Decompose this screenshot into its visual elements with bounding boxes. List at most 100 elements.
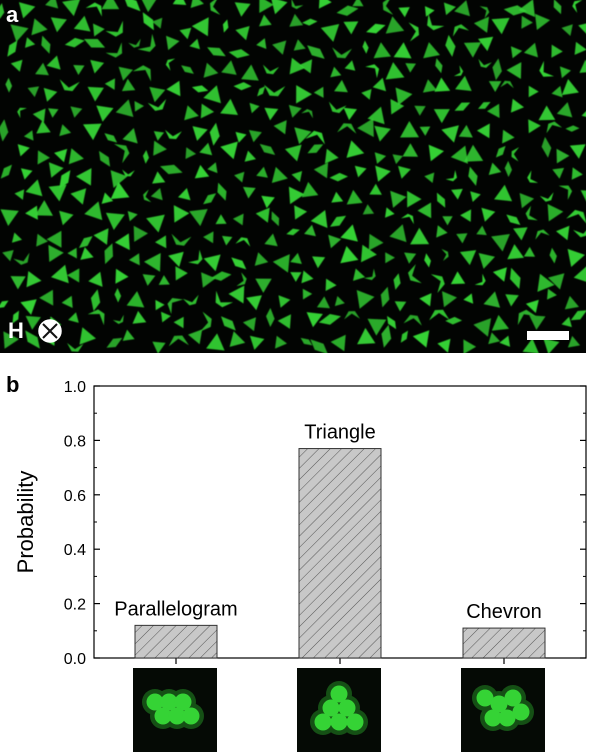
particle-cluster [328, 101, 347, 114]
particle-cluster [105, 212, 125, 230]
particle-cluster [419, 126, 431, 136]
particle-cluster [36, 120, 51, 134]
particle-cluster [463, 42, 482, 58]
particle-cluster [132, 65, 151, 82]
particle-cluster [445, 170, 457, 182]
particle-cluster [573, 229, 586, 238]
particle-cluster [523, 42, 538, 58]
parallelogram-cluster-image [133, 668, 217, 752]
particle-cluster [70, 106, 83, 118]
particle-cluster [513, 227, 528, 241]
particle-cluster [450, 271, 466, 285]
particle-cluster [67, 268, 80, 283]
bead [512, 703, 530, 721]
particle-cluster [307, 144, 324, 154]
particle-cluster [330, 66, 342, 78]
particle-cluster [525, 205, 538, 221]
particle-cluster [389, 224, 407, 243]
particle-cluster [142, 12, 154, 31]
particle-cluster [559, 66, 571, 79]
particle-cluster [456, 233, 468, 244]
particle-cluster [142, 150, 149, 164]
particle-cluster [64, 37, 85, 48]
particle-cluster [494, 184, 513, 202]
particle-cluster [553, 0, 562, 15]
particle-cluster [478, 36, 494, 52]
particle-cluster [547, 288, 557, 300]
particle-cluster [259, 0, 274, 13]
particle-cluster [194, 164, 210, 179]
particle-cluster [372, 77, 387, 92]
particle-cluster [330, 334, 346, 352]
particle-cluster [393, 42, 412, 59]
particle-cluster [302, 18, 318, 26]
particle-cluster [468, 166, 478, 186]
particle-cluster [104, 78, 115, 90]
particle-cluster [324, 148, 339, 164]
particle-cluster [143, 189, 152, 203]
particle-cluster [43, 87, 58, 102]
particle-cluster [352, 0, 364, 7]
particle-cluster [398, 165, 411, 179]
particle-cluster [443, 2, 456, 16]
into-page-cross-circle-icon [38, 319, 62, 343]
particle-cluster [572, 0, 583, 13]
particle-cluster [173, 316, 184, 329]
particle-cluster [80, 247, 94, 260]
particle-cluster [375, 165, 391, 182]
particle-cluster [473, 16, 489, 33]
particle-cluster [398, 7, 410, 18]
particle-cluster [441, 125, 459, 143]
particle-cluster [529, 315, 546, 330]
particle-cluster [492, 58, 502, 81]
particle-cluster [93, 23, 105, 37]
particle-cluster [207, 47, 226, 57]
y-tick-label: 0.0 [64, 651, 86, 668]
particle-cluster [200, 103, 215, 119]
particle-cluster [390, 190, 407, 208]
particle-cluster [454, 102, 471, 111]
particle-cluster [2, 250, 14, 262]
particle-cluster [340, 246, 359, 264]
particle-cluster [487, 103, 500, 118]
bead [490, 695, 508, 713]
particle-cluster [153, 131, 165, 141]
particle-cluster [59, 170, 71, 189]
particle-cluster [549, 247, 557, 264]
particle-cluster [445, 34, 456, 57]
particle-cluster [478, 102, 491, 109]
particle-cluster [184, 105, 199, 121]
particle-cluster [385, 62, 405, 80]
particle-cluster [537, 273, 555, 292]
particle-cluster [10, 276, 26, 290]
particle-cluster [561, 316, 572, 328]
particle-cluster [25, 179, 43, 197]
particle-cluster [334, 79, 348, 93]
particle-cluster [249, 335, 265, 350]
particle-cluster [312, 256, 326, 269]
particle-cluster [83, 123, 102, 141]
particle-cluster [150, 188, 163, 201]
particle-cluster [27, 86, 40, 98]
particle-cluster [455, 75, 472, 91]
particle-cluster [291, 171, 303, 182]
particle-cluster [18, 2, 36, 19]
particle-cluster [115, 268, 129, 284]
particle-cluster [481, 207, 496, 222]
bead [174, 693, 192, 711]
particle-cluster [210, 0, 221, 15]
particle-cluster [277, 314, 291, 329]
particle-cluster [334, 296, 345, 307]
particle-cluster [113, 143, 130, 164]
particle-cluster [271, 0, 288, 15]
particle-cluster [357, 118, 374, 138]
particle-cluster [325, 278, 337, 291]
particle-cluster [61, 295, 73, 308]
particle-cluster [525, 299, 539, 313]
particle-cluster [451, 188, 463, 200]
particle-cluster [114, 233, 130, 251]
particle-cluster [222, 235, 233, 246]
particle-cluster [244, 150, 256, 162]
particle-cluster [571, 167, 583, 180]
particle-cluster [504, 160, 512, 177]
